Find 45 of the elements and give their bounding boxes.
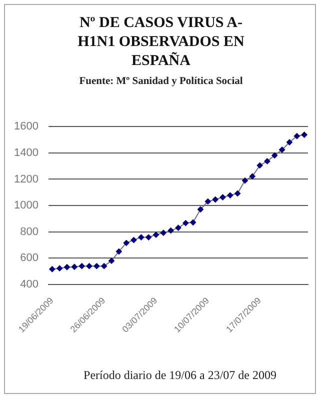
y-tick-label: 800 xyxy=(20,226,38,238)
y-tick-label: 1000 xyxy=(14,200,38,212)
point xyxy=(168,228,174,234)
point xyxy=(175,224,182,231)
point xyxy=(234,190,241,196)
point xyxy=(220,194,226,200)
chart-title: Nº DE CASOS VIRUS A-H1N1 OBSERVADOS EN ESPAÑA xyxy=(76,14,246,71)
x-axis-title: Período diario de 19/06 a 23/07 de 2009 xyxy=(82,368,278,383)
point xyxy=(294,133,300,140)
point xyxy=(64,264,70,270)
point xyxy=(94,263,100,270)
point xyxy=(160,230,166,236)
point xyxy=(256,162,263,168)
point xyxy=(204,198,211,204)
point xyxy=(130,237,137,244)
y-tick-label: 1400 xyxy=(14,146,38,159)
point xyxy=(197,206,204,212)
y-tick-label: 400 xyxy=(20,278,38,291)
point xyxy=(152,232,159,238)
point xyxy=(56,265,63,272)
point xyxy=(123,240,130,246)
point xyxy=(301,132,308,138)
point xyxy=(86,263,92,270)
point xyxy=(242,178,248,184)
y-tick-label: 1600 xyxy=(14,120,38,133)
point xyxy=(146,234,152,240)
point xyxy=(279,146,286,153)
point xyxy=(138,234,144,240)
point xyxy=(108,258,114,264)
point xyxy=(71,264,78,270)
chart-subtitle: Fuente: Mº Sanidad y Política Social xyxy=(78,76,244,87)
point xyxy=(272,152,278,158)
point xyxy=(49,266,56,272)
point xyxy=(78,263,85,270)
point xyxy=(101,263,108,270)
point xyxy=(212,196,218,203)
point xyxy=(190,219,196,226)
point xyxy=(264,158,270,164)
y-tick-label: 600 xyxy=(20,252,38,264)
point xyxy=(249,173,256,180)
y-tick-label: 1200 xyxy=(14,173,38,186)
point xyxy=(182,220,189,226)
point xyxy=(227,192,234,198)
point xyxy=(286,139,292,146)
point xyxy=(116,248,122,254)
